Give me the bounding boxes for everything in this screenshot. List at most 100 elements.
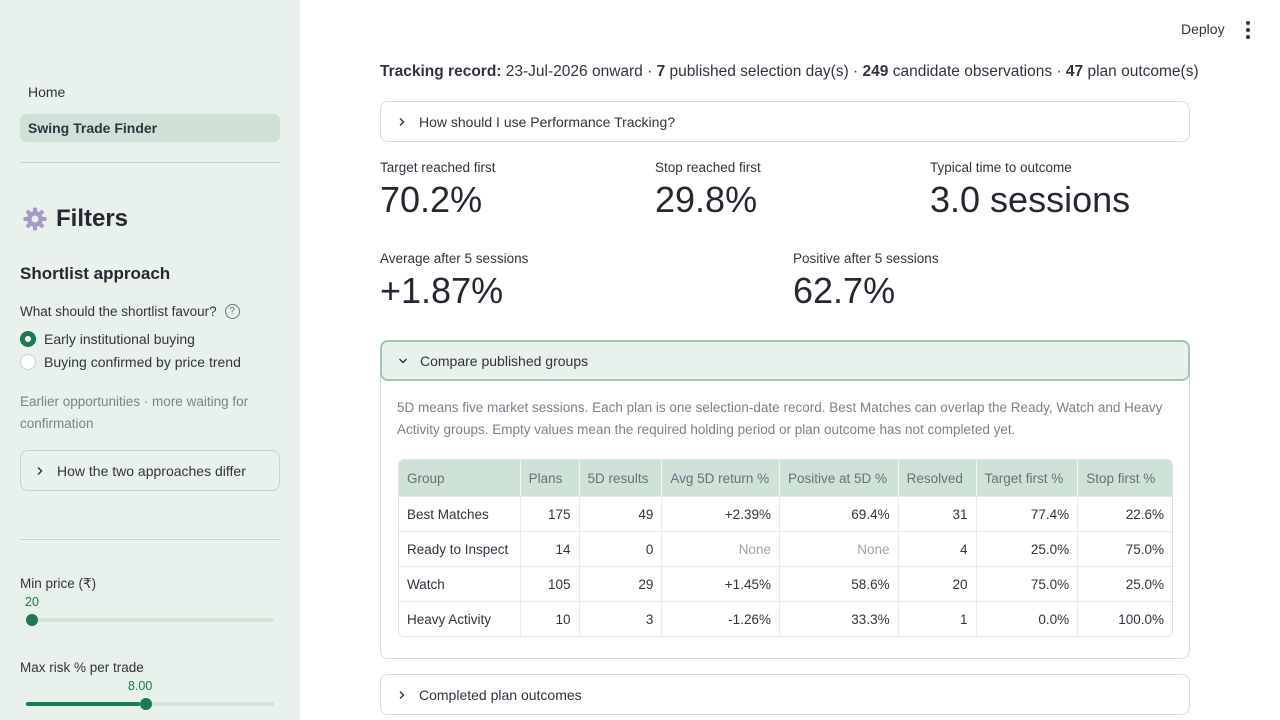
table-row: Best Matches 175 49 +2.39% 69.4% 31 77.4% 22.6% bbox=[399, 496, 1172, 531]
table-cell: Heavy Activity bbox=[399, 601, 521, 636]
max-risk-value: 8.00 bbox=[128, 679, 153, 693]
tracking-days-text: published selection day(s) · bbox=[669, 63, 859, 80]
table-cell: 49 bbox=[579, 496, 663, 531]
max-risk-label: Max risk % per trade bbox=[20, 660, 144, 675]
completed-outcomes-expander[interactable]: Completed plan outcomes bbox=[380, 674, 1190, 715]
metric-value: 70.2% bbox=[380, 179, 483, 220]
table-cell: Best Matches bbox=[399, 496, 521, 531]
table-header-row: Group Plans 5D results Avg 5D return % Posit… bbox=[399, 460, 1172, 496]
table-cell: 100.0% bbox=[1078, 601, 1172, 636]
column-header[interactable]: Resolved bbox=[898, 460, 977, 496]
sidebar-divider bbox=[20, 162, 280, 163]
approaches-expander[interactable]: How the two approaches differ bbox=[20, 450, 280, 491]
table-cell: 14 bbox=[520, 531, 580, 566]
max-risk-slider[interactable] bbox=[26, 698, 274, 710]
approaches-expander-label: How the two approaches differ bbox=[57, 462, 246, 479]
table-cell: 0 bbox=[579, 531, 663, 566]
compare-groups-expander: Compare published groups 5D means five m… bbox=[380, 340, 1190, 659]
sidebar-divider bbox=[20, 539, 280, 540]
compare-note: 5D means five market sessions. Each plan… bbox=[397, 400, 1163, 437]
column-header[interactable]: Positive at 5D % bbox=[779, 460, 899, 496]
tracking-outcomes-text: plan outcome(s) bbox=[1087, 63, 1199, 80]
table-cell: +1.45% bbox=[662, 566, 780, 601]
compare-groups-label: Compare published groups bbox=[420, 352, 589, 369]
radio-unselected-icon[interactable] bbox=[20, 354, 36, 370]
table-cell: 1 bbox=[898, 601, 977, 636]
table-row: Ready to Inspect 14 0 None None 4 25.0% 75.0% bbox=[399, 531, 1172, 566]
table-cell: 33.3% bbox=[779, 601, 899, 636]
table-cell: 22.6% bbox=[1078, 496, 1172, 531]
metric-positive-after-5-sessions: Positive after 5 sessions 62.7% bbox=[793, 251, 939, 312]
table-cell: 75.0% bbox=[1078, 531, 1172, 566]
metric-label: Stop reached first bbox=[655, 160, 761, 175]
table-row: Watch 105 29 +1.45% 58.6% 20 75.0% 25.0% bbox=[399, 566, 1172, 601]
table-cell: 69.4% bbox=[779, 496, 899, 531]
groups-table: Group Plans 5D results Avg 5D return % Posit… bbox=[398, 459, 1173, 637]
shortlist-approach-title: Shortlist approach bbox=[20, 264, 171, 283]
table-cell: 75.0% bbox=[976, 566, 1079, 601]
completed-outcomes-label: Completed plan outcomes bbox=[419, 686, 582, 703]
radio-selected-icon[interactable] bbox=[20, 331, 36, 347]
nav-item-swing-trade-finder[interactable]: Swing Trade Finder bbox=[20, 114, 280, 142]
metric-value: +1.87% bbox=[380, 270, 504, 311]
radio-buying-confirmed-by-price-trend[interactable]: Buying confirmed by price trend bbox=[20, 354, 241, 370]
column-header[interactable]: Group bbox=[399, 460, 521, 496]
tracking-observations-text: candidate observations · bbox=[892, 63, 1062, 80]
radio-label: Buying confirmed by price trend bbox=[44, 354, 241, 370]
table-cell: 25.0% bbox=[1078, 566, 1172, 601]
table-cell: None bbox=[779, 531, 899, 566]
table-cell: -1.26% bbox=[662, 601, 780, 636]
metric-target-reached-first: Target reached first 70.2% bbox=[380, 160, 496, 221]
table-cell: 77.4% bbox=[976, 496, 1079, 531]
metric-typical-time-to-outcome: Typical time to outcome 3.0 sessions bbox=[930, 160, 1130, 221]
column-header[interactable]: Stop first % bbox=[1078, 460, 1172, 496]
radio-early-institutional-buying[interactable]: Early institutional buying bbox=[20, 331, 195, 347]
min-price-slider[interactable] bbox=[26, 614, 274, 626]
metric-value: 62.7% bbox=[793, 270, 896, 311]
chevron-right-icon bbox=[399, 690, 405, 699]
table-cell: 0.0% bbox=[976, 601, 1079, 636]
column-header[interactable]: Avg 5D return % bbox=[662, 460, 780, 496]
compare-groups-header[interactable]: Compare published groups bbox=[380, 340, 1190, 381]
chevron-down-icon bbox=[399, 358, 407, 363]
tracking-days: 7 bbox=[656, 63, 666, 80]
table-cell: 20 bbox=[898, 566, 977, 601]
chevron-right-icon bbox=[399, 117, 405, 126]
help-icon[interactable]: ? bbox=[224, 304, 240, 319]
chevron-right-icon bbox=[37, 466, 43, 475]
metric-average-after-5-sessions: Average after 5 sessions +1.87% bbox=[380, 251, 528, 312]
min-price-label: Min price (₹) bbox=[20, 576, 97, 591]
max-risk-slider-thumb[interactable] bbox=[140, 698, 153, 710]
table-cell: 29 bbox=[579, 566, 663, 601]
metric-value: 3.0 sessions bbox=[930, 179, 1131, 220]
table-cell: 175 bbox=[520, 496, 580, 531]
deploy-button[interactable]: Deploy bbox=[1181, 21, 1225, 37]
tracking-outcomes: 47 bbox=[1065, 63, 1084, 80]
table-cell: 4 bbox=[898, 531, 977, 566]
usage-expander[interactable]: How should I use Performance Tracking? bbox=[380, 101, 1190, 142]
column-header[interactable]: Plans bbox=[520, 460, 580, 496]
max-risk-slider-fill bbox=[26, 702, 141, 706]
table-cell: Watch bbox=[399, 566, 521, 601]
table-cell: 3 bbox=[579, 601, 663, 636]
column-header[interactable]: 5D results bbox=[579, 460, 663, 496]
tracking-label: Tracking record: bbox=[380, 63, 502, 80]
nav-item-home[interactable]: Home bbox=[28, 84, 66, 100]
tracking-start: 23-Jul-2026 onward · bbox=[505, 63, 653, 80]
table-cell: Ready to Inspect bbox=[399, 531, 521, 566]
table-row: Heavy Activity 10 3 -1.26% 33.3% 1 0.0% 100.0% bbox=[399, 601, 1172, 636]
metric-label: Average after 5 sessions bbox=[380, 251, 529, 266]
more-menu-icon[interactable] bbox=[1242, 21, 1254, 39]
table-cell: 10 bbox=[520, 601, 580, 636]
radio-label: Early institutional buying bbox=[44, 331, 195, 347]
gear-icon bbox=[23, 207, 47, 231]
tracking-record: Tracking record: 23-Jul-2026 onward · 7 … bbox=[380, 63, 1199, 81]
column-header[interactable]: Target first % bbox=[976, 460, 1079, 496]
usage-expander-label: How should I use Performance Tracking? bbox=[419, 113, 676, 130]
sidebar: Home Swing Trade Finder Filters Shortlis… bbox=[0, 0, 300, 720]
metric-stop-reached-first: Stop reached first 29.8% bbox=[655, 160, 761, 221]
table-cell: 31 bbox=[898, 496, 977, 531]
table-cell: +2.39% bbox=[662, 496, 780, 531]
min-price-slider-thumb[interactable] bbox=[26, 614, 38, 626]
metric-label: Typical time to outcome bbox=[930, 160, 1072, 175]
